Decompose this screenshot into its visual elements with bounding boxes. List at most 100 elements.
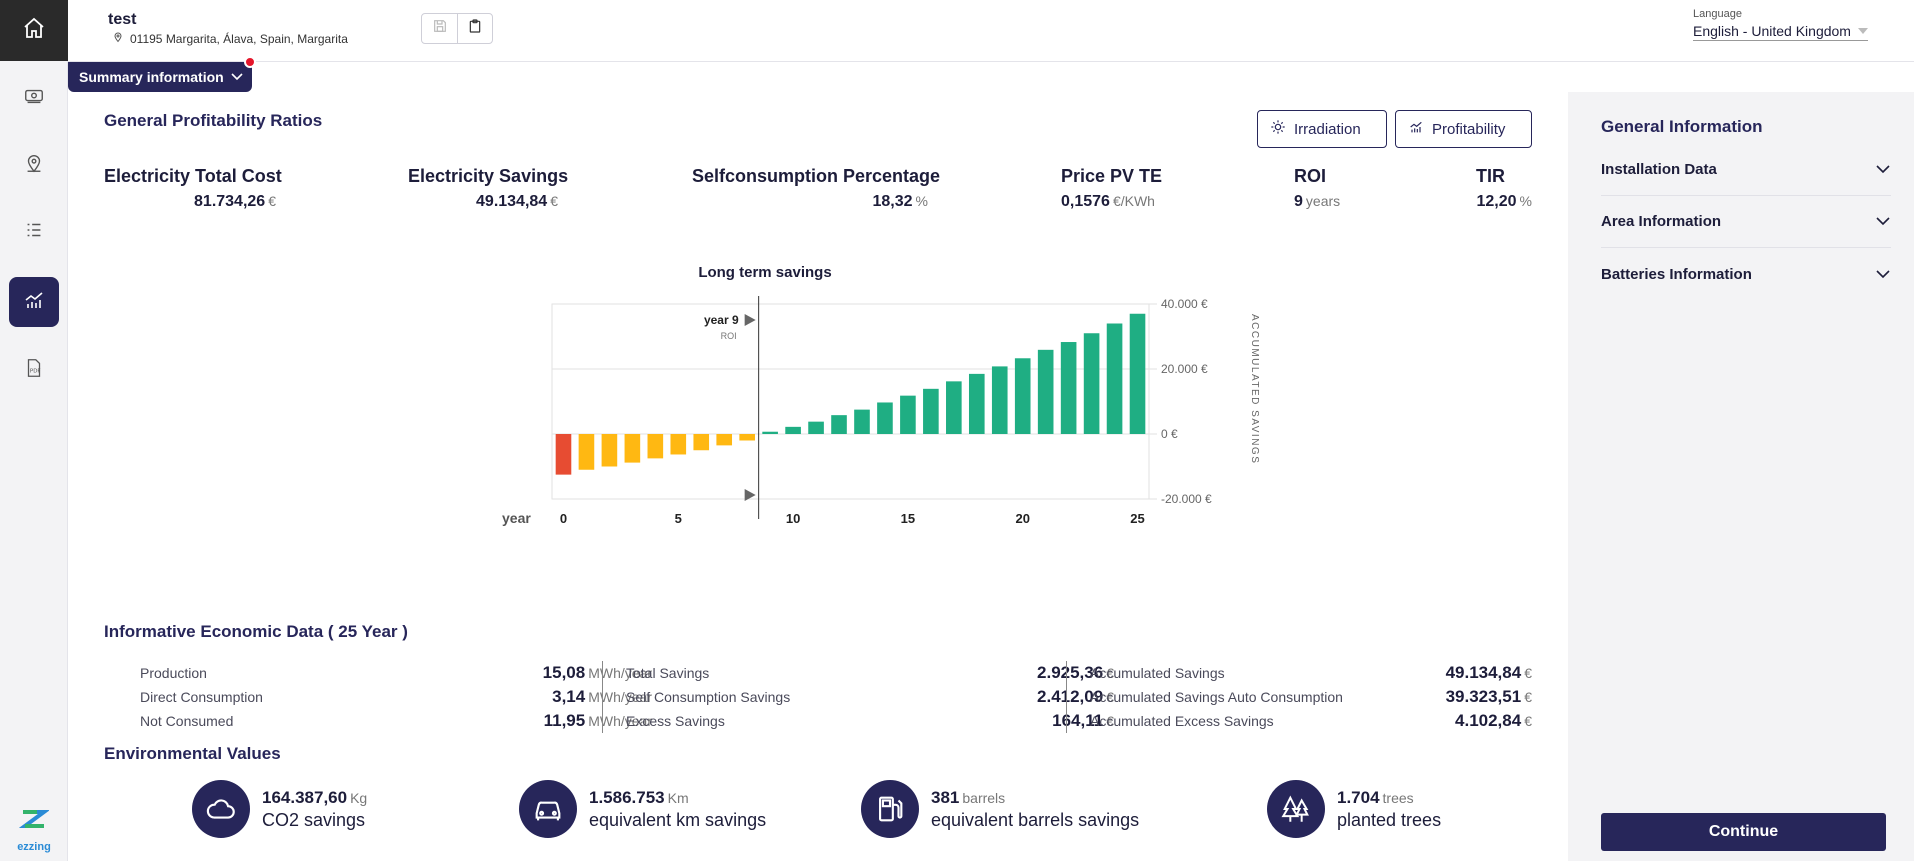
bar — [1014, 358, 1031, 434]
env-desc: equivalent barrels savings — [931, 809, 1140, 830]
save-button[interactable] — [422, 14, 457, 43]
accordion-area-information[interactable]: Area Information — [1601, 196, 1891, 248]
irradiation-label: Irradiation — [1294, 120, 1361, 138]
roi-marker-bottom — [744, 489, 756, 501]
bar — [968, 373, 985, 434]
economic-row: Self Consumption Savings 2.412,09 € — [626, 687, 1114, 706]
cloud-icon — [192, 780, 250, 838]
bar — [877, 402, 893, 434]
language-value: English - United Kingdom — [1693, 23, 1851, 39]
chevron-down-icon — [1875, 213, 1891, 230]
top-bar: test 01195 Margarita, Álava, Spain, Marg… — [68, 0, 1914, 62]
fuel-pump-icon — [861, 780, 919, 838]
accordion-installation-data[interactable]: Installation Data — [1601, 144, 1891, 196]
summary-information-dropdown[interactable]: Summary information — [68, 56, 256, 92]
environmental-title: Environmental Values — [104, 744, 281, 763]
env-unit: Km — [667, 789, 689, 806]
language-label: Language — [1693, 8, 1742, 20]
y-axis-label: ACCUMULATED SAVINGS — [1249, 314, 1260, 464]
x-tick-label: 10 — [786, 511, 800, 526]
clipboard-button[interactable] — [457, 14, 492, 43]
economic-row: Total Savings 2.925,36 € — [626, 663, 1114, 682]
env-desc: equivalent km savings — [589, 809, 767, 830]
economic-row: Accumulated Savings Auto Consumption 39.3… — [1090, 687, 1532, 706]
economic-row: Accumulated Excess Savings 4.102,84 € — [1090, 711, 1532, 730]
bar — [831, 415, 847, 434]
roi-year-label: year 9 — [704, 313, 739, 327]
language-selector[interactable]: Language English - United Kingdom — [1693, 8, 1868, 41]
sidebar-item-profitability[interactable] — [9, 277, 59, 327]
location-pin-icon — [23, 152, 45, 179]
long-term-savings-chart: Long term savings 40.000 € 20.000 € 0 € -20… — [418, 264, 1318, 644]
ratio-label: Price PV TE — [1061, 166, 1163, 186]
sidebar-item-location[interactable] — [9, 140, 59, 190]
x-tick-label: 20 — [1015, 511, 1029, 526]
accordion-label: Area Information — [1601, 213, 1722, 230]
profitability-button[interactable]: Profitability — [1395, 110, 1532, 148]
x-tick-label: 5 — [675, 511, 682, 526]
env-value: 164.387,60 — [262, 787, 348, 807]
caret-down-icon — [1858, 28, 1868, 34]
accordion-label: Batteries Information — [1601, 265, 1752, 283]
env-unit: barrels — [962, 789, 1006, 806]
economic-row: Accumulated Savings 49.134,84 € — [1090, 663, 1532, 682]
roi-marker-top — [744, 314, 756, 326]
bar — [1060, 342, 1077, 434]
home-icon — [22, 16, 46, 45]
ratio-label: TIR — [1476, 166, 1505, 186]
bar — [624, 434, 641, 463]
env-desc: planted trees — [1337, 809, 1442, 830]
svg-text:PDF: PDF — [30, 368, 41, 374]
main-content: General Profitability Ratios Irradiation… — [68, 62, 1568, 861]
sidebar: PDF ezzing — [0, 0, 68, 861]
bar — [762, 431, 778, 434]
bar — [1106, 323, 1123, 434]
address-text: 01195 Margarita, Álava, Spain, Margarita — [130, 31, 348, 46]
bar — [1129, 313, 1146, 434]
ratio-value: 18,32% — [872, 193, 929, 210]
y-tick-label: 0 € — [1161, 427, 1178, 441]
sidebar-item-pdf[interactable]: PDF — [9, 345, 59, 395]
sidebar-item-list[interactable] — [9, 207, 59, 257]
env-unit: trees — [1382, 789, 1414, 806]
ratio-roi: ROI 9 years — [1294, 166, 1374, 211]
ratio-label: Electricity Savings — [408, 166, 569, 186]
irradiation-button[interactable]: Irradiation — [1257, 110, 1387, 148]
profitability-title: General Profitability Ratios — [104, 111, 323, 130]
continue-button[interactable]: Continue — [1601, 813, 1886, 851]
x-axis-label: year — [502, 510, 531, 526]
y-tick-label: -20.000 € — [1161, 492, 1212, 506]
env-desc: CO2 savings — [262, 809, 366, 830]
sidebar-item-economics[interactable] — [9, 73, 59, 123]
economic-row: Not Consumed 11,95 MWh/year — [140, 711, 652, 730]
x-tick-label: 0 — [560, 511, 567, 526]
bar — [900, 395, 916, 434]
economic-row: Excess Savings 164,11 € — [626, 711, 1114, 730]
home-button[interactable] — [0, 0, 68, 61]
x-tick-label: 15 — [901, 511, 915, 526]
trees-icon — [1267, 780, 1325, 838]
divider — [602, 661, 603, 733]
project-address: 01195 Margarita, Álava, Spain, Margarita — [112, 31, 348, 46]
bar — [854, 409, 870, 434]
bar — [578, 434, 595, 470]
bar — [808, 421, 824, 434]
language-select[interactable]: English - United Kingdom — [1693, 23, 1868, 41]
general-information-panel: General Information Installation Data Ar… — [1568, 92, 1914, 861]
bar — [1037, 349, 1054, 434]
ratio-value: 0,1576 €/KWh — [1061, 193, 1155, 210]
chart-title: Long term savings — [698, 264, 832, 281]
chevron-down-icon — [1875, 266, 1891, 283]
ratio-value: 49.134,84 € — [476, 193, 558, 210]
bar — [555, 434, 572, 475]
bar — [670, 434, 687, 455]
economic-title: Informative Economic Data ( 25 Year ) — [104, 622, 408, 641]
ratio-electricity-savings: Electricity Savings 49.134,84 € — [408, 166, 569, 211]
bar — [785, 426, 801, 434]
bar — [739, 434, 755, 441]
accordion-batteries-information[interactable]: Batteries Information — [1601, 248, 1891, 300]
save-icon — [432, 18, 448, 39]
env-trees: 1.704 trees planted trees — [1267, 780, 1441, 838]
ratio-value: 12,20% — [1476, 193, 1533, 210]
bar — [716, 434, 733, 446]
